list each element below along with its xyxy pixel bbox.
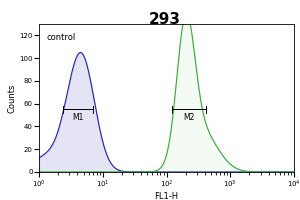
X-axis label: FL1-H: FL1-H bbox=[154, 192, 178, 200]
Text: M1: M1 bbox=[73, 113, 84, 122]
Y-axis label: Counts: Counts bbox=[8, 83, 16, 113]
Text: 293: 293 bbox=[149, 12, 181, 27]
Text: control: control bbox=[47, 33, 76, 42]
Text: M2: M2 bbox=[183, 113, 194, 122]
